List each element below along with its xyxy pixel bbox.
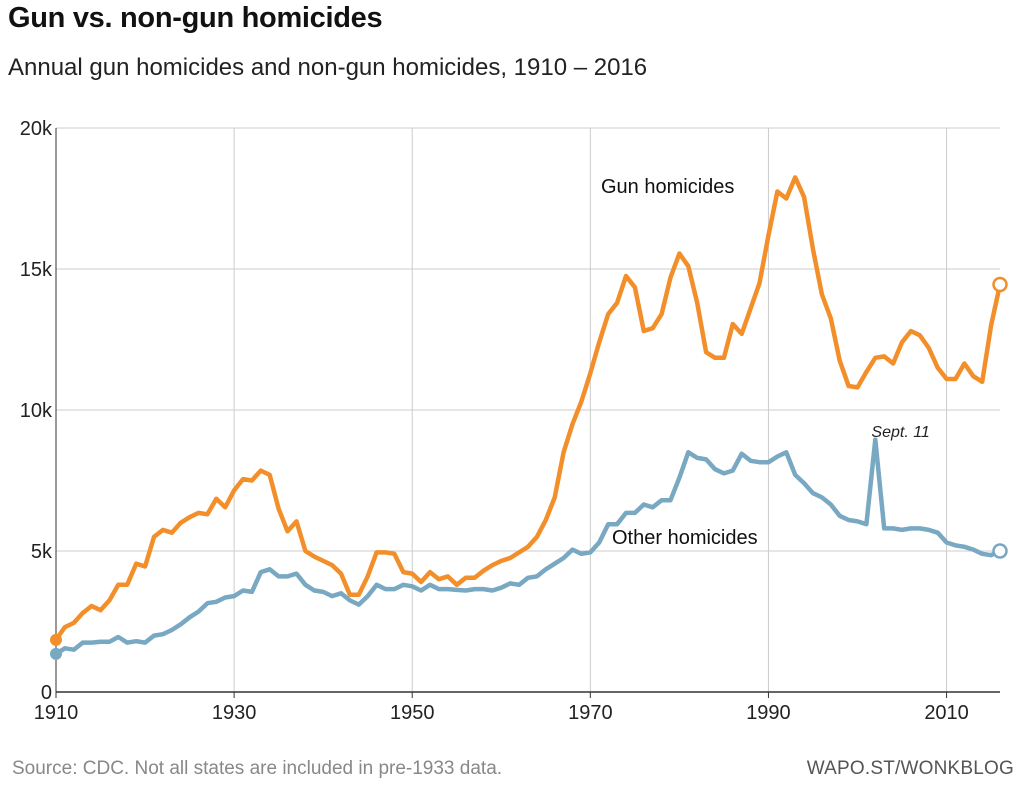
y-tick-label: 15k [20, 259, 53, 281]
x-tick-label: 1970 [568, 702, 613, 724]
gun-homicides-line [53, 175, 1003, 643]
gun-homicides-end-point [992, 276, 1008, 293]
x-tick-label: 1990 [746, 702, 791, 724]
x-tick-label: 1910 [34, 702, 79, 724]
credit-link[interactable]: WAPO.ST/WONKBLOG [806, 758, 1014, 779]
line-chart: 0 5k 10k 15k 20k 1910 1930 1950 1970 1990 2010 Gu… [20, 118, 1008, 724]
x-tick-label: 1930 [212, 702, 257, 724]
chart-subtitle: Annual gun homicides and non-gun homicid… [8, 54, 648, 81]
other-homicides-start-point [50, 647, 62, 660]
y-tick-label: 0 [41, 682, 52, 704]
gun-homicides-label: Gun homicides [601, 176, 734, 198]
series-labels: Gun homicides Other homicides Sept. 11 [601, 176, 930, 549]
y-tick-label: 5k [31, 541, 53, 563]
grid-lines [55, 127, 1000, 693]
source-note: Source: CDC. Not all states are included… [12, 758, 503, 779]
y-axis-ticks: 0 5k 10k 15k 20k [20, 118, 53, 704]
other-homicides-end-point [992, 543, 1008, 559]
y-tick-label: 20k [20, 118, 53, 140]
chart-title: Gun vs. non-gun homicides [8, 2, 383, 34]
gun-homicides-start-point [50, 633, 62, 646]
series-lines [50, 175, 1008, 660]
x-tick-label: 2010 [924, 702, 969, 724]
other-homicides-label: Other homicides [612, 527, 758, 549]
x-tick-label: 1950 [390, 702, 435, 724]
sept-11-annotation: Sept. 11 [871, 424, 929, 441]
y-tick-label: 10k [20, 400, 53, 422]
x-axis-ticks: 1910 1930 1950 1970 1990 2010 [34, 692, 969, 724]
other-homicides-line [53, 437, 1003, 657]
